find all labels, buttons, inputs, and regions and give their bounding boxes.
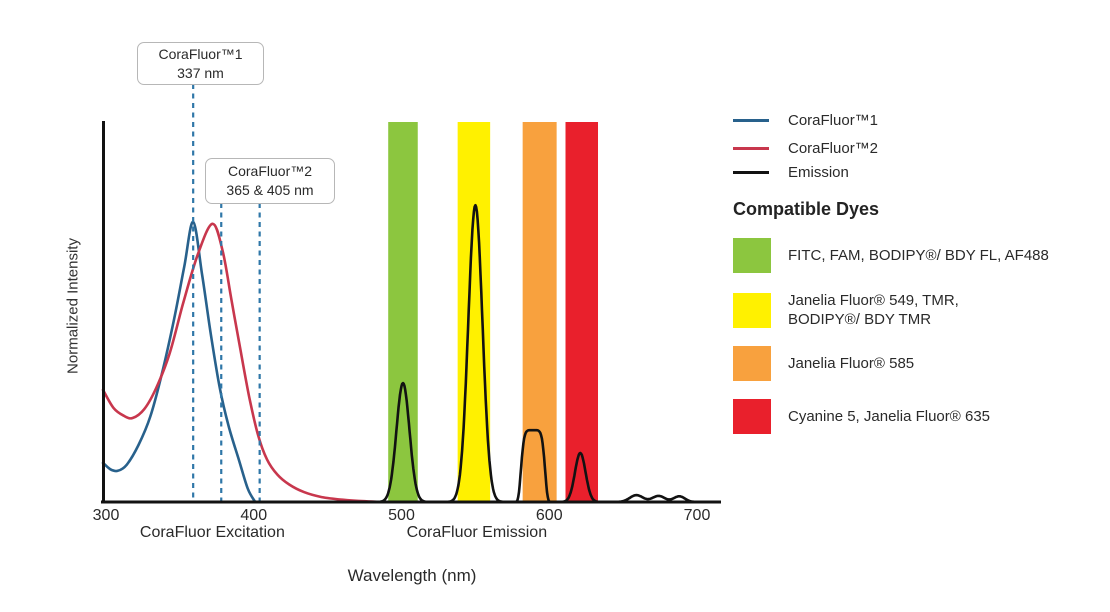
legend-item: CoraFluor™1 [733,110,878,130]
legend-line-swatch [733,118,769,122]
y-axis-label: Normalized Intensity [64,238,82,374]
dye-item-label: Cyanine 5, Janelia Fluor® 635 [788,408,991,425]
x-tick-400: 400 [240,507,268,524]
callout-corafluor2-name: CoraFluor™2 [227,163,313,179]
dye-color-swatch [733,346,771,381]
x-tick-500: 500 [388,507,415,524]
x-axis-region-label-excitation: CoraFluor Excitation [139,524,285,541]
dye-color-swatch [733,292,771,328]
corafluor2-excitation-curve [101,222,386,504]
compatible-dye-item: Janelia Fluor® 585 [733,346,914,381]
legend-item-label: CoraFluor™1 [788,111,879,129]
callout-corafluor1: CoraFluor™1 337 nm [137,42,264,85]
compatible-dyes-heading: Compatible Dyes [733,199,880,219]
legend-line-swatch [733,146,769,150]
x-axis-title: Wavelength (nm) [347,566,477,585]
red-filter-band [565,122,599,502]
x-tick-600: 600 [535,507,563,524]
orange-filter-band [522,122,557,502]
dye-color-swatch [733,238,771,273]
x-axis-region-label-emission: CoraFluor Emission [406,524,548,541]
callout-corafluor2: CoraFluor™2 365 & 405 nm [205,158,335,204]
x-tick-700: 700 [683,507,711,524]
legend-item: CoraFluor™2 [733,138,878,158]
dye-color-swatch [733,399,771,434]
dye-item-label: Janelia Fluor® 549, TMR, BODIPY®/ BDY TMR [788,292,959,328]
compatible-dye-item: Cyanine 5, Janelia Fluor® 635 [733,399,990,434]
dye-item-label: Janelia Fluor® 585 [788,355,915,372]
callout-corafluor1-wavelength: 337 nm [177,64,224,81]
callout-corafluor1-name: CoraFluor™1 [158,45,243,62]
legend-item-label: Emission [788,163,849,181]
legend-line-swatch [733,170,769,174]
compatible-dye-item: FITC, FAM, BODIPY®/ BDY FL, AF488 [733,238,1049,273]
corafluor1-excitation-curve [101,220,257,504]
compatible-dye-item: Janelia Fluor® 549, TMR, BODIPY®/ BDY TMR [733,291,959,329]
legend-item-label: CoraFluor™2 [788,139,879,157]
x-tick-300: 300 [92,507,120,524]
callout-corafluor2-wavelength: 365 & 405 nm [226,182,314,198]
dye-item-label: FITC, FAM, BODIPY®/ BDY FL, AF488 [788,247,1049,264]
legend-item: Emission [733,162,849,182]
green-filter-band [388,122,418,502]
